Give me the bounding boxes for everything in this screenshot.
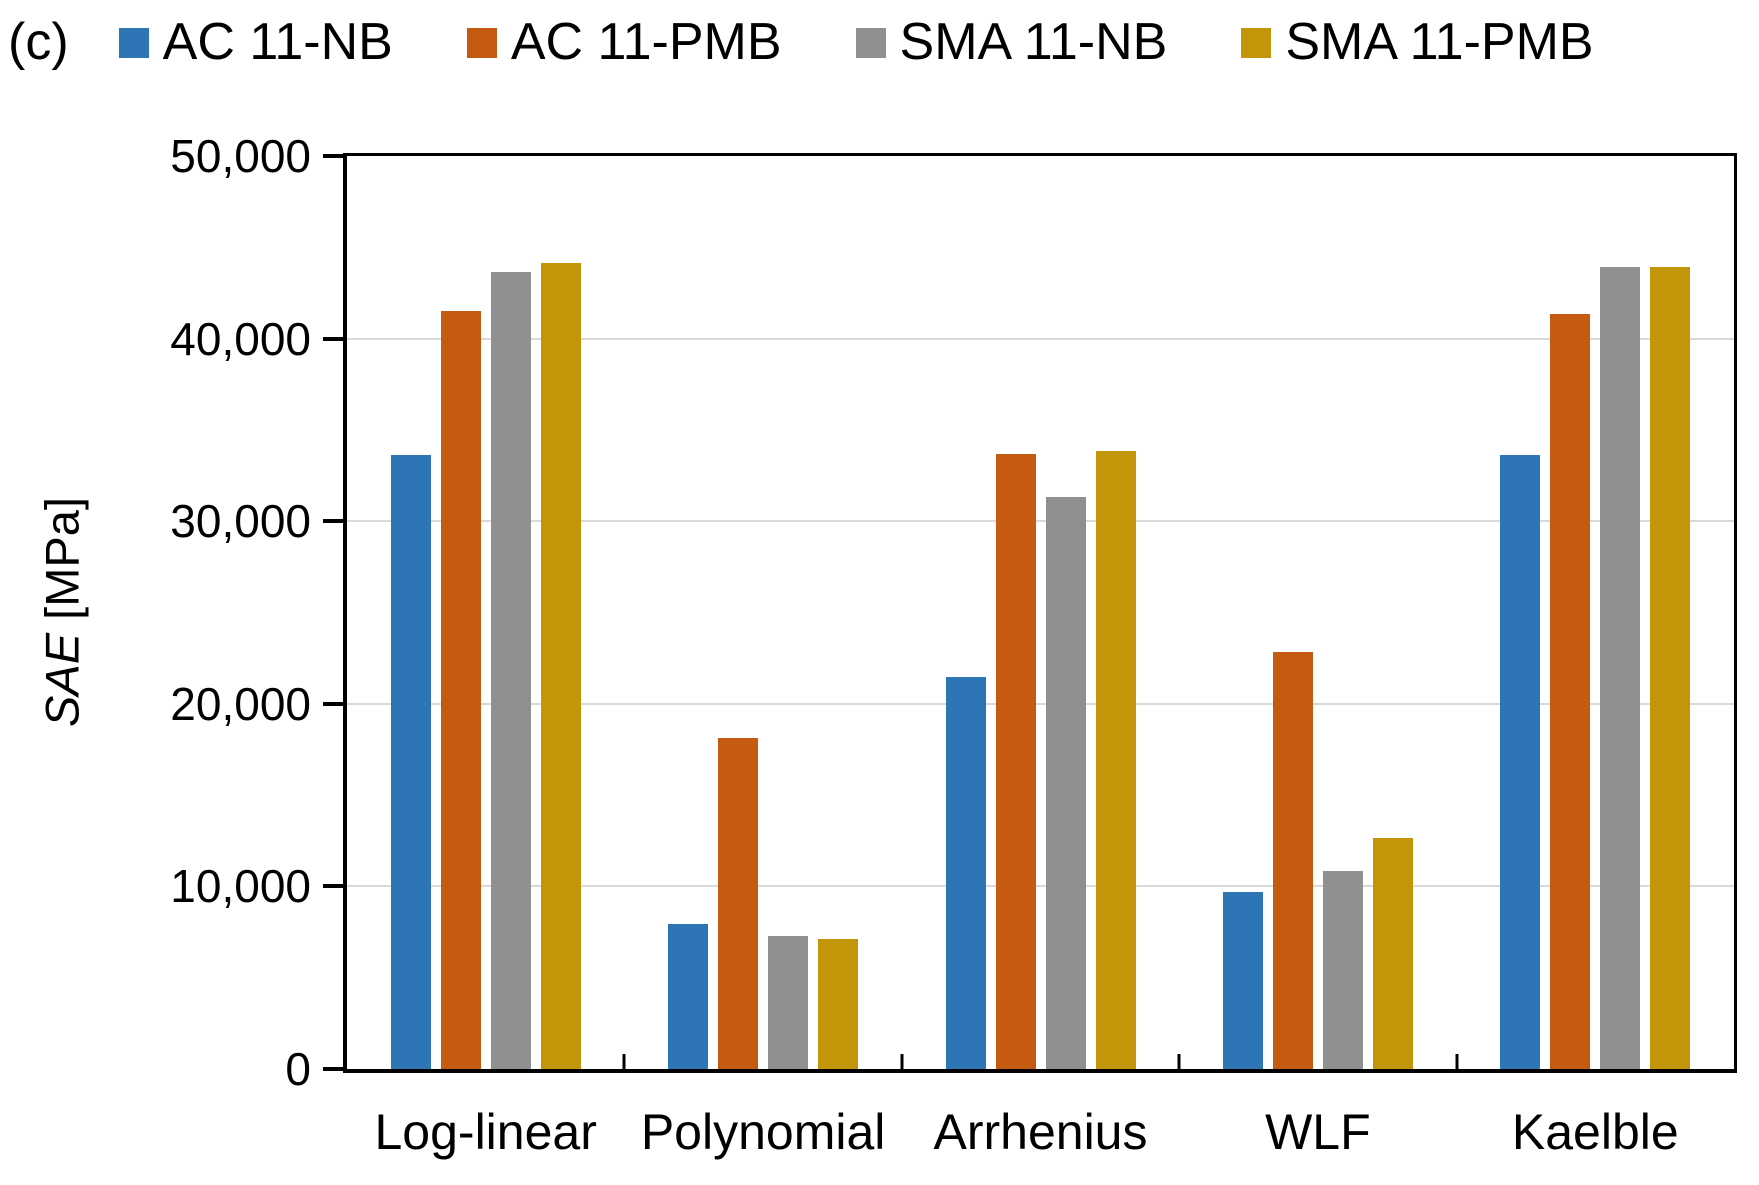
bar (540, 262, 581, 1069)
y-tick-label: 30,000 (170, 495, 311, 548)
x-category-label: WLF (1265, 1104, 1371, 1160)
gridline (347, 337, 1734, 340)
bar-group (390, 156, 581, 1069)
y-axis-tick (323, 701, 347, 706)
y-axis-tick (323, 336, 347, 341)
y-tick-label: 0 (285, 1043, 311, 1095)
panel-label: (c) (8, 13, 69, 71)
legend-label: AC 11-PMB (510, 13, 782, 71)
legend: (c) AC 11-NB AC 11-PMB SMA 11-NB SMA 11-PMB (8, 13, 1668, 71)
bar (668, 923, 709, 1069)
bar (1222, 891, 1263, 1069)
y-axis-title: SAE [MPa] (35, 497, 90, 727)
bar (945, 677, 986, 1069)
bar (1372, 838, 1413, 1069)
bar (818, 939, 859, 1069)
y-tick-label: 50,000 (170, 130, 311, 182)
bar (1650, 267, 1691, 1069)
x-axis-tick (622, 1054, 626, 1069)
bar (1550, 313, 1591, 1069)
gridline (347, 885, 1734, 888)
bar (490, 271, 531, 1069)
x-axis-tick (1177, 1054, 1181, 1069)
bar-group (668, 156, 859, 1069)
x-axis-tick (900, 1054, 904, 1069)
legend-swatch-icon (1241, 27, 1272, 58)
x-category-label: Log-linear (374, 1104, 597, 1160)
y-tick-label: 20,000 (170, 677, 311, 730)
y-tick-label: 10,000 (170, 860, 311, 913)
legend-item: AC 11-PMB (466, 13, 782, 71)
bar (1500, 454, 1541, 1069)
y-axis-title-unit: [MPa] (35, 497, 89, 633)
bar (995, 453, 1036, 1069)
legend-label: SMA 11-PMB (1285, 13, 1594, 71)
x-category-label: Kaelble (1511, 1104, 1679, 1160)
bar (1095, 450, 1136, 1069)
y-tick-label: 40,000 (170, 312, 311, 365)
x-category-label: Arrhenius (933, 1104, 1148, 1160)
y-axis-title-variable: SAE (35, 632, 89, 727)
legend-swatch-icon (466, 27, 497, 58)
bar-group (945, 156, 1136, 1069)
bar (1272, 651, 1313, 1069)
legend-label: SMA 11-NB (899, 13, 1168, 71)
bar (1600, 267, 1641, 1069)
bar-group (1222, 156, 1413, 1069)
legend-item: AC 11-NB (118, 13, 393, 71)
legend-item: SMA 11-PMB (1241, 13, 1594, 71)
x-axis-tick (1455, 1054, 1459, 1069)
bar-group (1500, 156, 1691, 1069)
bar (440, 311, 481, 1069)
bar (1322, 870, 1363, 1069)
legend-swatch-icon (118, 27, 149, 58)
bar (390, 455, 431, 1069)
y-axis-tick (323, 884, 347, 889)
y-axis-tick (323, 519, 347, 524)
plot-area: 0 10,000 20,000 30,000 40,000 50,000 Log-linea… (170, 130, 1737, 1160)
bar (718, 737, 759, 1069)
gridline (347, 520, 1734, 523)
gridline (347, 702, 1734, 705)
legend-swatch-icon (855, 27, 886, 58)
legend-item: SMA 11-NB (855, 13, 1168, 71)
bar (1045, 496, 1086, 1069)
y-axis-tick (323, 154, 347, 158)
bar (768, 935, 809, 1069)
x-category-label: Polynomial (640, 1104, 886, 1160)
legend-label: AC 11-NB (162, 13, 393, 71)
y-axis-tick (323, 1067, 347, 1071)
